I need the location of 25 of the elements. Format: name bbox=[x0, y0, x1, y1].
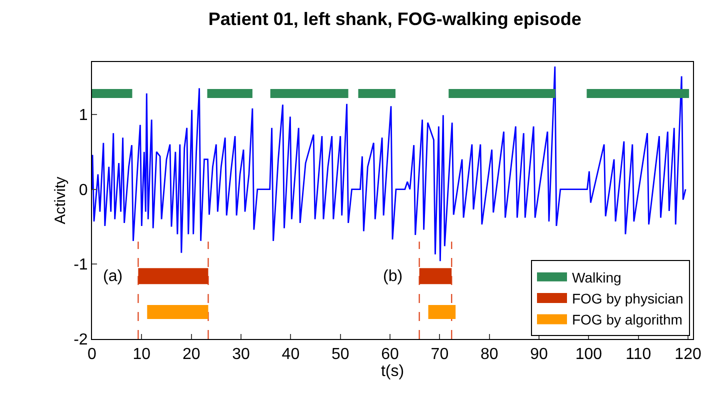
y-axis-title: Activity bbox=[52, 176, 69, 224]
legend-label: Walking bbox=[572, 269, 622, 286]
x-tick-label: 110 bbox=[626, 346, 652, 364]
x-tick-label: 100 bbox=[575, 346, 602, 364]
y-tick-label: -2 bbox=[74, 332, 88, 349]
x-tick-label: 20 bbox=[182, 346, 200, 364]
chart-title: Patient 01, left shank, FOG-walking episode bbox=[208, 8, 582, 29]
x-tick-label: 40 bbox=[282, 346, 300, 364]
line-series bbox=[92, 66, 686, 262]
y-tick-label: 1 bbox=[78, 107, 88, 124]
x-tick-label: 120 bbox=[674, 346, 702, 364]
y-tick-label: -1 bbox=[74, 256, 88, 274]
x-tick-label: 70 bbox=[430, 346, 449, 364]
x-tick-label: 80 bbox=[480, 346, 498, 364]
x-tick-label: 60 bbox=[381, 346, 400, 364]
x-tick-label: 90 bbox=[530, 346, 548, 364]
annotation: (a) bbox=[103, 268, 123, 285]
y-tick-label: 0 bbox=[78, 182, 88, 199]
legend-label: FOG by algorithm bbox=[572, 312, 682, 328]
legend-label: FOG by physician bbox=[572, 290, 684, 306]
annotation: (b) bbox=[383, 268, 403, 285]
x-axis-title: t(s) bbox=[380, 363, 404, 380]
x-tick-label: 10 bbox=[132, 346, 151, 364]
x-tick-label: 50 bbox=[331, 346, 350, 364]
x-tick-label: 30 bbox=[232, 346, 250, 364]
